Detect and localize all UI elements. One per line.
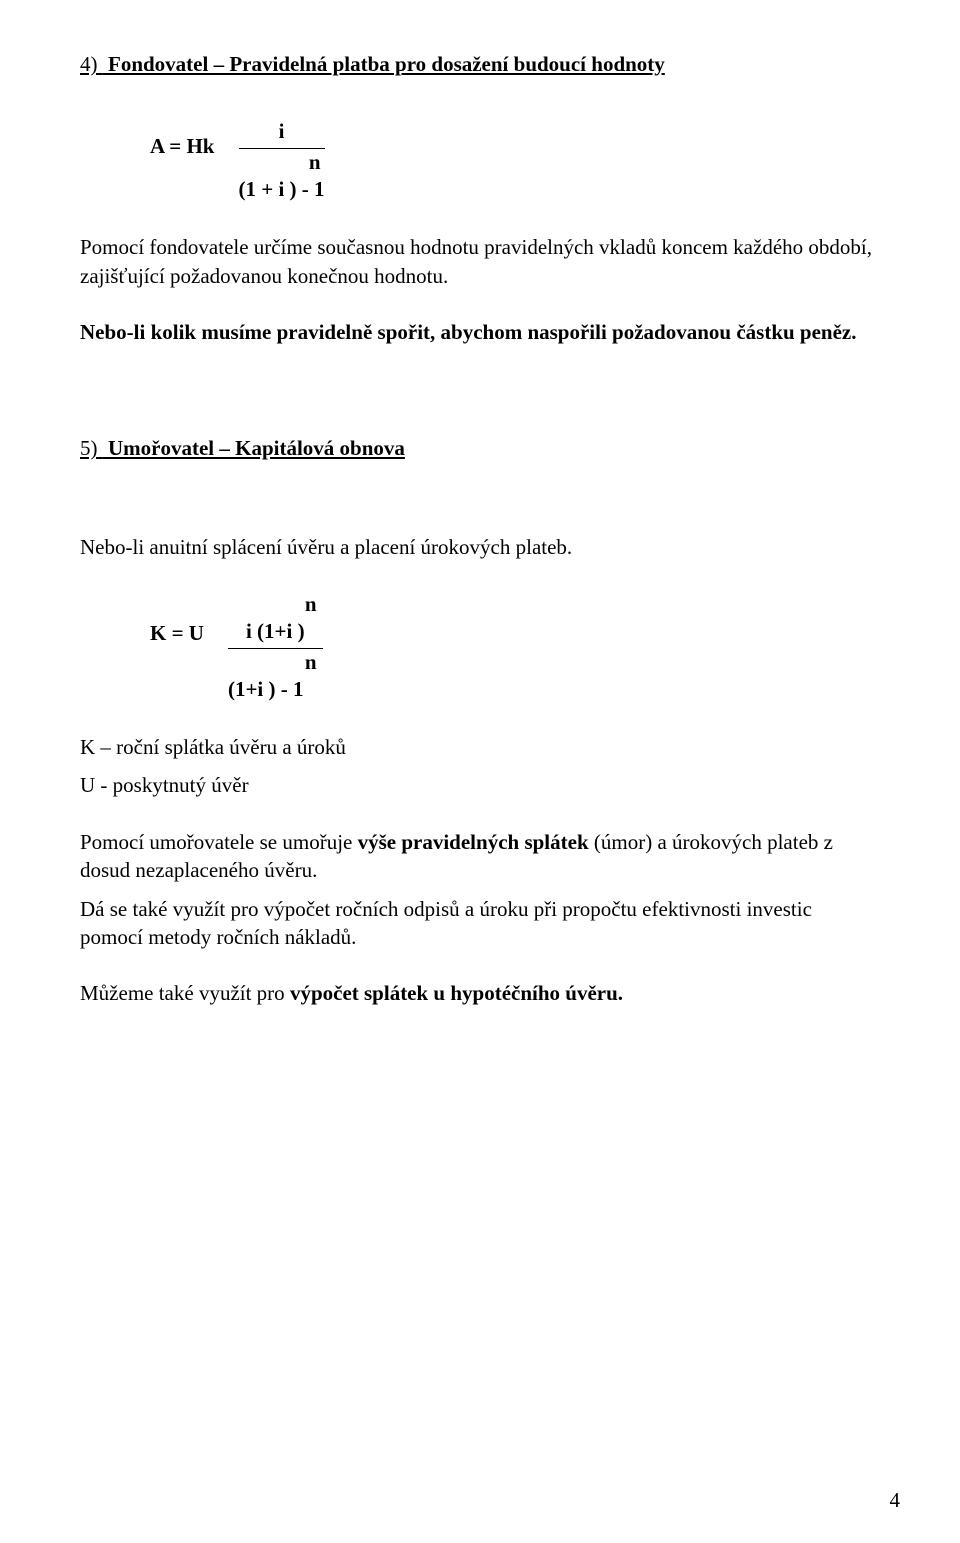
section5-para-b: Dá se také využít pro výpočet ročních od… <box>80 895 880 952</box>
formula4-num: i <box>239 118 325 148</box>
formula5-sup-top: n <box>305 592 317 616</box>
section4-title-text: Fondovatel – Pravidelná platba pro dosaž… <box>108 52 665 76</box>
formula5-lhs: K = U <box>150 621 204 645</box>
section4-para2: Nebo-li kolik musíme pravidelně spořit, … <box>80 318 880 346</box>
section4-num: 4) <box>80 52 98 76</box>
legend-u: U - poskytnutý úvěr <box>80 771 880 799</box>
section5-title: 5) Umořovatel – Kapitálová obnova <box>80 434 880 462</box>
formula5-den-line: (1+i ) - 1 <box>228 677 304 701</box>
section5-title-text: Umořovatel – Kapitálová obnova <box>108 436 405 460</box>
formula5-num: i (1+i ) <box>228 618 323 648</box>
section5-para-c-bold: výpočet splátek u hypotéčního úvěru. <box>290 981 623 1005</box>
section5-para-a: Pomocí umořovatele se umořuje výše pravi… <box>80 828 880 885</box>
section5-para-a-pre: Pomocí umořovatele se umořuje <box>80 830 358 854</box>
section5-intro: Nebo-li anuitní splácení úvěru a placení… <box>80 533 880 561</box>
legend-k: K – roční splátka úvěru a úroků <box>80 733 880 761</box>
section4-formula: A = Hk i n (1 + i ) - 1 <box>150 118 880 203</box>
section5-para-c-pre: Můžeme také využít pro <box>80 981 290 1005</box>
page-number: 4 <box>890 1488 901 1513</box>
section5-para-a-bold: výše pravidelných splátek <box>358 830 589 854</box>
section4-para1: Pomocí fondovatele určíme současnou hodn… <box>80 233 880 290</box>
section5-para-c: Můžeme také využít pro výpočet splátek u… <box>80 979 880 1007</box>
section5-formula: n K = U i (1+i ) n (1+i <box>150 591 880 703</box>
section4-title: 4) Fondovatel – Pravidelná platba pro do… <box>80 50 880 78</box>
formula4-frac-den-n: n <box>309 150 321 174</box>
formula5-sup-mid: n <box>305 650 317 674</box>
section5-num: 5) <box>80 436 98 460</box>
formula4-den-line: (1 + i ) - 1 <box>239 177 325 201</box>
formula4-lhs: A = Hk <box>150 134 215 158</box>
